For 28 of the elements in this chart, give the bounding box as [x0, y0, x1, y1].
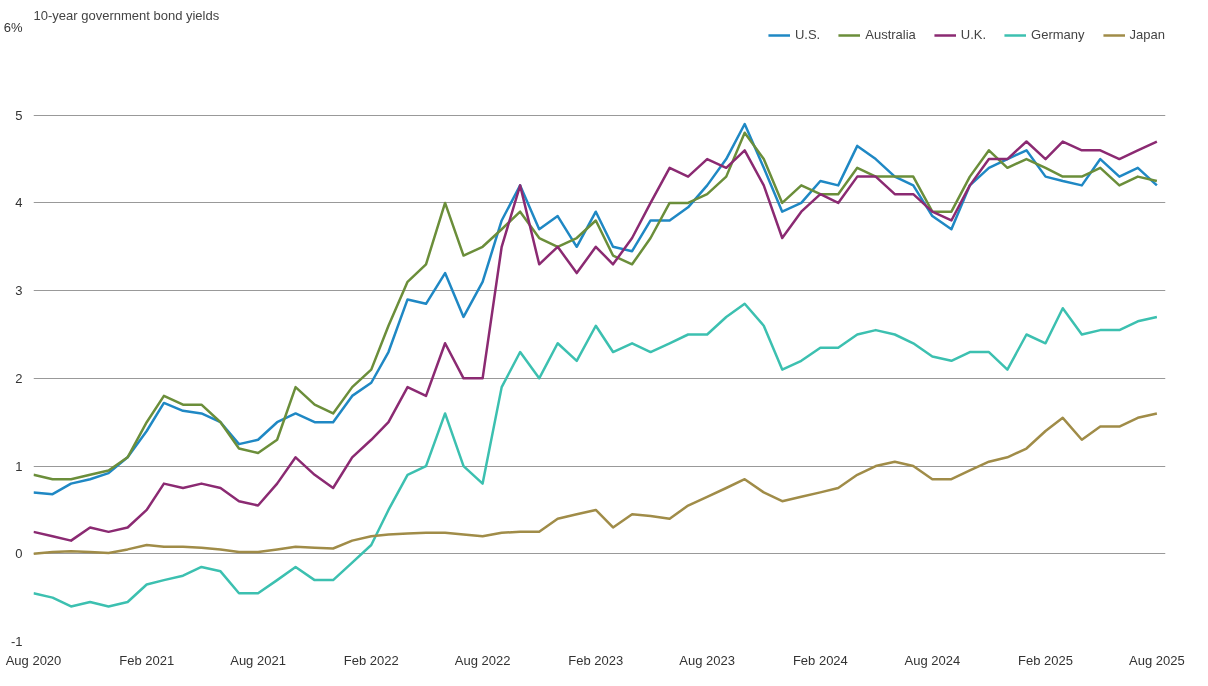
x-tick-label: Feb 2024	[792, 652, 848, 668]
x-tick-label: Aug 2025	[1129, 652, 1185, 668]
x-tick-label: Feb 2025	[1018, 652, 1073, 668]
line-series	[33, 302, 1159, 608]
legend-label: Australia	[865, 27, 916, 42]
legend-label: Germany	[1031, 27, 1085, 42]
y-tick-label: 4	[15, 195, 23, 211]
x-tick-label: Aug 2024	[904, 652, 961, 668]
line-series	[33, 412, 1159, 556]
legend-label: U.K.	[960, 27, 987, 42]
x-tick-label: Aug 2022	[454, 652, 511, 668]
y-tick-label: -1	[10, 634, 23, 649]
x-tick-label: Aug 2023	[679, 652, 735, 668]
y-tick-label: 3	[15, 283, 23, 299]
y-tick-label: 1	[15, 458, 23, 474]
legend-label: Japan	[1129, 27, 1165, 42]
x-tick-label: Feb 2021	[119, 652, 175, 668]
line-series	[33, 140, 1159, 542]
y-tick-label: 2	[15, 370, 23, 386]
y-tick-label: 5	[15, 107, 23, 123]
chart-title: 10-year government bond yields	[33, 7, 220, 23]
x-tick-label: Feb 2022	[343, 652, 399, 668]
y-tick-label: 6%	[3, 20, 23, 35]
y-tick-label: 0	[15, 546, 23, 562]
x-tick-label: Feb 2023	[568, 652, 624, 668]
x-tick-label: Aug 2021	[230, 652, 286, 668]
legend-label: U.S.	[794, 27, 821, 42]
x-tick-label: Aug 2020	[5, 652, 62, 668]
